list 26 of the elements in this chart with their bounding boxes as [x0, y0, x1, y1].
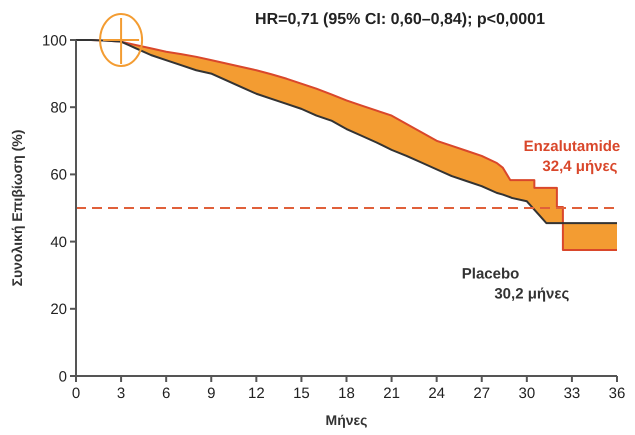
series-label: Enzalutamide	[524, 138, 620, 155]
x-tick-label: 18	[338, 385, 355, 402]
y-axis-title: Συνολική Επιβίωση (%)	[9, 130, 25, 286]
y-tick-label: 20	[50, 301, 67, 318]
x-tick-label: 9	[207, 385, 216, 402]
y-tick-label: 60	[50, 166, 67, 184]
y-tick-label: 0	[58, 368, 67, 386]
y-tick-label: 40	[50, 234, 67, 251]
y-tick-label: 100	[42, 32, 67, 50]
x-tick-label: 12	[248, 385, 265, 402]
x-tick-label: 33	[564, 385, 580, 402]
x-axis-title: Μήνες	[326, 412, 368, 428]
annotation: 30,2 μήνες	[494, 286, 570, 303]
annotation: 32,4 μήνες	[542, 158, 618, 175]
x-tick-label: 30	[518, 385, 536, 402]
y-tick-label: 80	[50, 99, 67, 116]
x-tick-label: 0	[72, 385, 80, 402]
x-tick-label: 6	[162, 385, 170, 402]
x-tick-label: 36	[608, 385, 626, 402]
x-tick-label: 27	[473, 385, 490, 402]
x-tick-label: 21	[383, 385, 400, 402]
x-tick-label: 3	[116, 385, 126, 402]
x-tick-label: 15	[293, 385, 310, 402]
chart-title: HR=0,71 (95% CI: 0,60–0,84); p<0,0001	[255, 11, 546, 28]
text: Placebo	[462, 266, 520, 283]
x-tick-label: 24	[428, 385, 446, 402]
